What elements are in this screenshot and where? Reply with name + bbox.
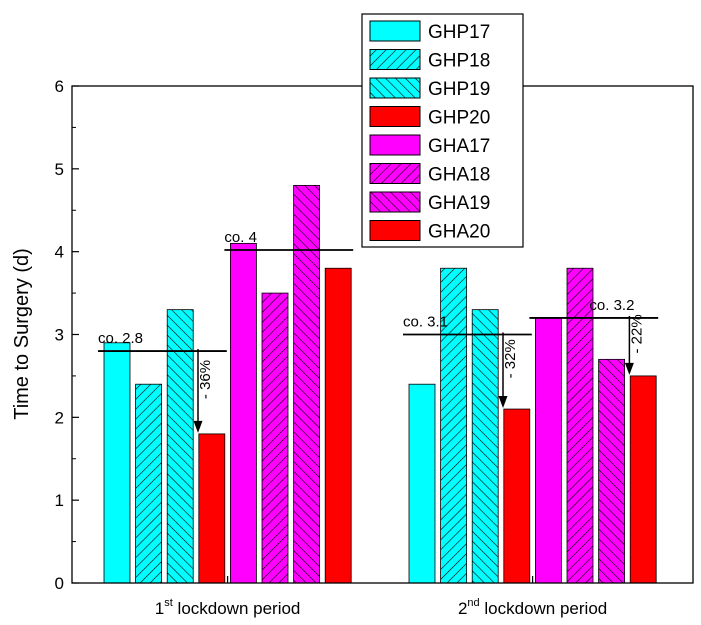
- x-category-label-2: 2nd lockdown period: [458, 597, 607, 618]
- decrease-arrowhead: [193, 420, 203, 433]
- decrease-arrowhead: [624, 362, 634, 375]
- y-tick-label: 1: [55, 491, 64, 510]
- x-axis-ticks: 1st lockdown period 2nd lockdown period: [155, 576, 607, 618]
- reference-line-label: co. 3.1: [403, 314, 448, 331]
- legend-swatch-gha19: [369, 191, 421, 213]
- bar-ghp19-group-2: [471, 309, 499, 584]
- reference-line-label: co. 4: [224, 229, 257, 246]
- bar-gha17-group-1: [229, 242, 257, 584]
- decrease-percent-label: - 22%: [628, 314, 645, 353]
- x-category-label-1: 1st lockdown period: [155, 597, 301, 618]
- y-tick-label: 5: [55, 160, 64, 179]
- legend-swatch-ghp17: [369, 20, 421, 42]
- reference-lines: co. 2.8 co. 4 co. 3.1 co. 3.2: [98, 229, 659, 352]
- legend-label-gha17: GHA17: [428, 136, 490, 157]
- bar-gha20-group-2: [629, 375, 657, 584]
- y-tick-label: 3: [55, 326, 64, 345]
- legend-swatch-ghp18: [369, 49, 421, 70]
- y-axis-ticks: 0 1 2 3 4 5 6: [55, 77, 79, 593]
- legend-label-gha19: GHA19: [428, 193, 490, 214]
- y-tick-label: 6: [55, 77, 64, 96]
- legend-swatch-ghp20: [369, 106, 421, 127]
- bar-ghp17-group-1: [103, 342, 131, 584]
- bar-gha20-group-1: [324, 267, 352, 584]
- bar-gha17-group-2: [535, 317, 562, 584]
- decrease-percent-label: - 36%: [197, 360, 214, 399]
- legend-label-ghp17: GHP17: [428, 22, 490, 43]
- legend-label-ghp19: GHP19: [428, 79, 490, 100]
- legend-label-gha20: GHA20: [428, 222, 490, 243]
- y-tick-label: 2: [55, 408, 64, 427]
- bar-gha19-group-1: [293, 184, 321, 584]
- bar-ghp17-group-2: [408, 383, 436, 584]
- decrease-percent-label: - 32%: [502, 339, 519, 378]
- legend-label-gha18: GHA18: [428, 165, 490, 186]
- legend-label-ghp20: GHP20: [428, 108, 490, 129]
- y-tick-label: 4: [55, 243, 64, 262]
- legend-swatch-gha17: [369, 134, 421, 156]
- legend-label-ghp18: GHP18: [428, 51, 490, 72]
- bar-gha19-group-2: [598, 358, 625, 584]
- reference-line-label: co. 2.8: [98, 330, 143, 347]
- legend-swatch-gha18: [369, 163, 421, 184]
- bar-gha18-group-1: [261, 292, 289, 584]
- decrease-arrowhead: [498, 396, 508, 409]
- legend-swatch-ghp19: [369, 77, 421, 99]
- legend-swatch-gha20: [369, 220, 421, 241]
- y-axis-label: Time to Surgery (d): [11, 248, 33, 420]
- annotations: - 36% - 32% - 22%: [193, 314, 645, 433]
- bar-ghp20-group-1: [198, 433, 226, 584]
- legend: GHP17 GHP18 GHP19 GHP20 GHA17 GHA18 GHA19 GHA20: [361, 13, 524, 248]
- bar-ghp18-group-1: [135, 383, 163, 584]
- y-tick-label: 0: [55, 574, 64, 593]
- reference-line-label: co. 3.2: [589, 297, 634, 314]
- bars: [103, 184, 657, 584]
- bar-ghp20-group-2: [503, 408, 531, 584]
- bar-ghp18-group-2: [440, 267, 468, 584]
- bar-gha18-group-2: [566, 267, 594, 584]
